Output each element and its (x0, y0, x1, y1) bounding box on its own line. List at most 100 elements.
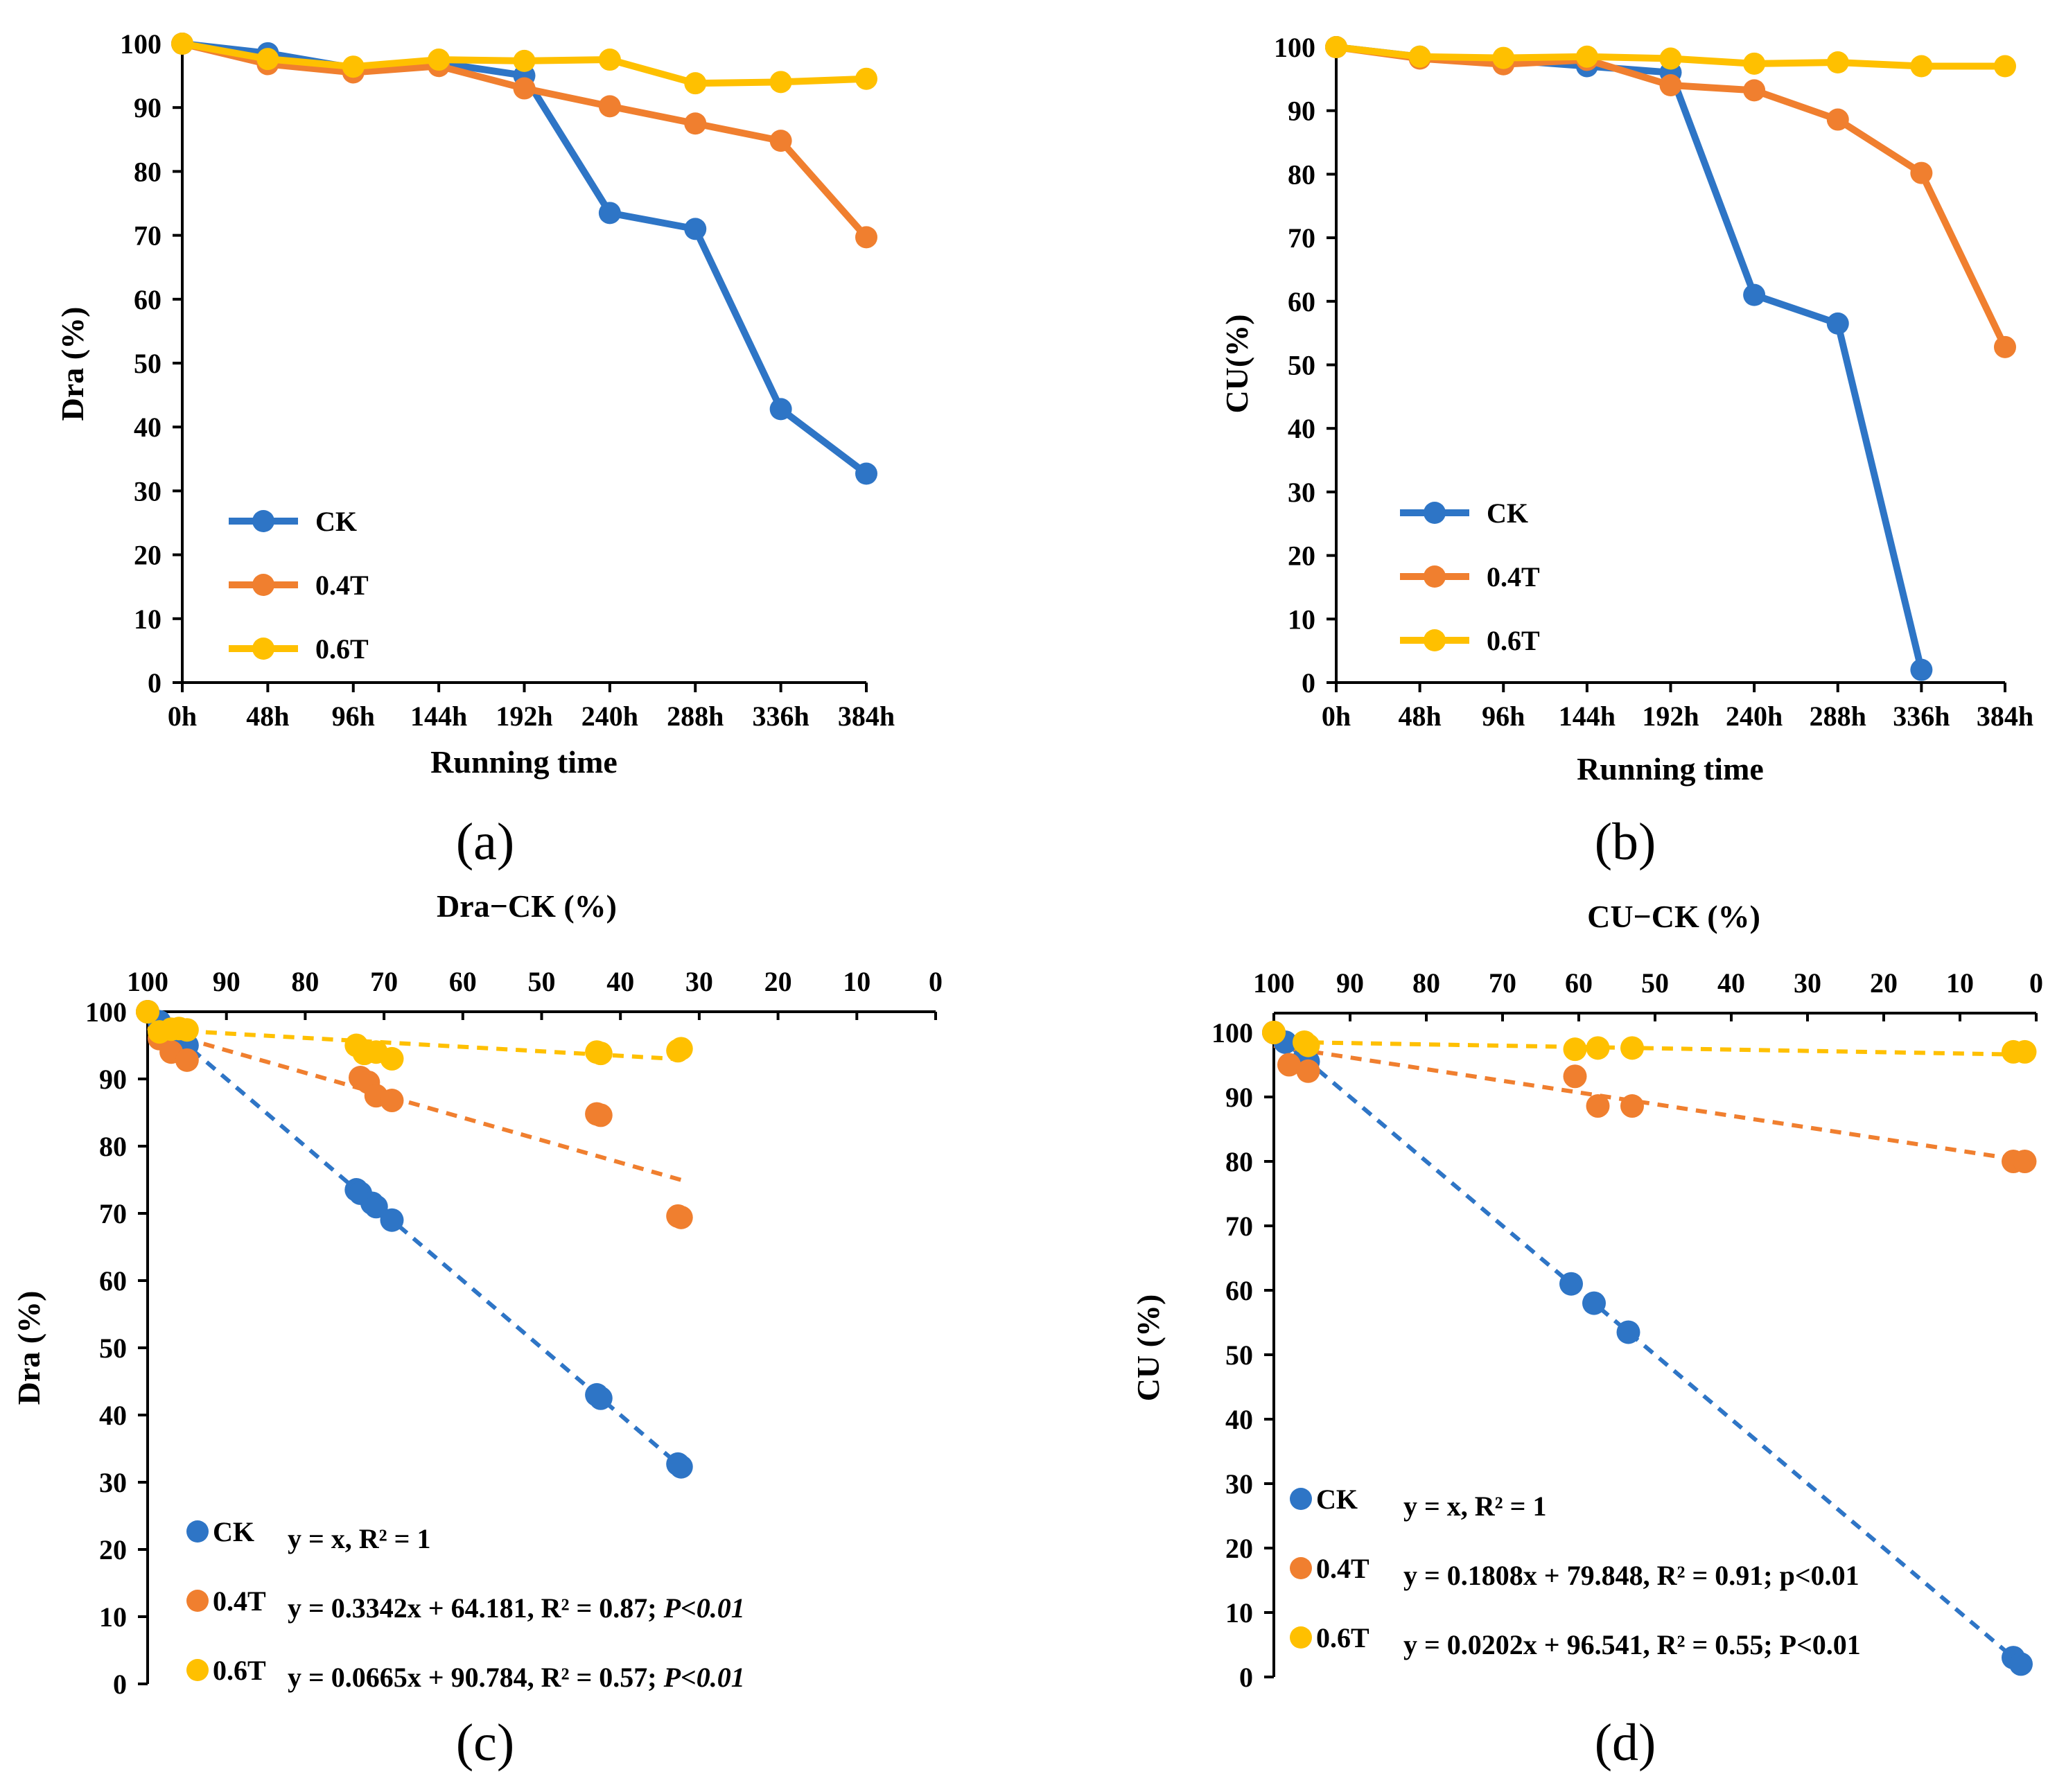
x-tick-label: 80 (291, 966, 319, 997)
legend-swatch-marker (1290, 1626, 1312, 1649)
y-tick-label: 10 (1225, 1597, 1253, 1628)
y-tick-label: 30 (99, 1467, 127, 1498)
x-axis-title: Running time (430, 744, 618, 780)
legend-label-0.4T: 0.4T (213, 1585, 266, 1617)
y-tick-label: 40 (99, 1400, 127, 1431)
data-point-0.4T (769, 130, 792, 152)
y-tick-label: 30 (134, 475, 161, 507)
x-tick-label: 60 (449, 966, 477, 997)
x-tick-label: 50 (528, 966, 556, 997)
data-point-0.4T (2013, 1150, 2037, 1173)
y-tick-label: 10 (1288, 604, 1315, 635)
x-tick-label: 288h (667, 701, 724, 732)
legend-swatch-marker (1424, 629, 1446, 651)
data-point-0.6T (684, 72, 707, 95)
x-tick-label: 288h (1810, 701, 1866, 732)
data-point-0.6T (1492, 46, 1515, 69)
y-tick-label: 30 (1288, 477, 1315, 508)
x-tick-label: 0h (168, 701, 197, 732)
equation-text: y = 0.3342x + 64.181, R² = 0.87; (288, 1592, 664, 1624)
x-tick-label: 336h (1893, 701, 1950, 732)
legend-label-0.4T: 0.4T (315, 570, 369, 601)
trendline-0.4T (1273, 1044, 2029, 1163)
y-axis-title: Dra (%) (55, 307, 90, 421)
data-point-0.4T (1826, 108, 1849, 131)
data-point-0.4T (1563, 1064, 1587, 1089)
y-tick-label: 10 (99, 1601, 127, 1633)
panel-label: (b) (1595, 813, 1656, 871)
data-point-0.6T (1296, 1033, 1320, 1057)
equation-text: y = 0.0202x + 96.541, R² = 0.55; P<0.01 (1403, 1629, 1861, 1660)
data-point-0.4T (1910, 161, 1933, 184)
data-point-CK (855, 462, 877, 485)
data-point-0.4T (1994, 335, 2016, 358)
x-axis-title: CU−CK (%) (1587, 899, 1760, 934)
y-axis-title: CU (%) (1130, 1294, 1166, 1402)
legend-label-CK: CK (1487, 498, 1528, 529)
data-point-0.4T (1296, 1059, 1320, 1083)
y-tick-label: 90 (1288, 96, 1315, 127)
data-point-0.6T (769, 71, 792, 94)
x-tick-label: 48h (1399, 701, 1442, 732)
data-point-0.6T (256, 48, 279, 71)
y-tick-label: 0 (148, 667, 161, 699)
data-point-0.6T (428, 49, 450, 71)
data-point-CK (380, 1208, 404, 1232)
y-tick-label: 20 (134, 540, 161, 571)
x-tick-label: 96h (332, 701, 375, 732)
data-point-0.6T (588, 1042, 613, 1066)
y-tick-label: 90 (1225, 1082, 1253, 1113)
y-tick-label: 80 (1288, 159, 1315, 190)
data-point-0.6T (1826, 51, 1849, 74)
x-tick-label: 70 (370, 966, 398, 997)
data-point-0.6T (1262, 1021, 1286, 1044)
x-tick-label: 20 (764, 966, 792, 997)
y-tick-label: 70 (1288, 222, 1315, 254)
legend-label-CK: CK (315, 506, 357, 537)
y-tick-label: 80 (1225, 1146, 1253, 1177)
y-tick-label: 50 (1225, 1339, 1253, 1371)
y-tick-label: 40 (1288, 413, 1315, 444)
y-tick-label: 90 (99, 1064, 127, 1095)
data-point-0.6T (669, 1037, 693, 1061)
x-tick-label: 80 (1412, 967, 1440, 999)
x-tick-label: 240h (1726, 701, 1783, 732)
data-point-CK (2009, 1652, 2033, 1676)
y-tick-label: 100 (1274, 32, 1315, 63)
y-tick-label: 60 (99, 1265, 127, 1297)
data-point-0.6T (1563, 1037, 1587, 1062)
legend-swatch-marker (1424, 502, 1446, 524)
data-point-0.6T (1586, 1036, 1610, 1060)
legend-label-CK: CK (1316, 1484, 1358, 1515)
data-point-0.4T (1277, 1053, 1301, 1077)
y-tick-label: 70 (1225, 1211, 1253, 1242)
legend-label-0.4T: 0.4T (1487, 561, 1540, 592)
data-point-0.6T (2013, 1039, 2037, 1064)
y-tick-label: 60 (134, 284, 161, 315)
data-point-CK (769, 398, 792, 421)
data-point-0.4T (1586, 1094, 1610, 1118)
data-point-0.4T (513, 77, 536, 100)
x-tick-label: 20 (1870, 967, 1898, 999)
x-tick-label: 0h (1322, 701, 1351, 732)
legend-label-0.6T: 0.6T (1487, 625, 1540, 656)
data-point-CK (669, 1455, 693, 1479)
regression-equation-CK: y = x, R² = 1 (288, 1523, 430, 1554)
x-tick-label: 30 (685, 966, 713, 997)
y-tick-label: 100 (85, 996, 127, 1028)
y-tick-label: 80 (99, 1131, 127, 1162)
data-point-0.6T (342, 55, 365, 78)
data-point-0.6T (598, 49, 621, 71)
data-point-CK (684, 218, 707, 240)
y-tick-label: 20 (99, 1534, 127, 1565)
data-point-0.6T (171, 33, 193, 55)
x-tick-label: 40 (606, 966, 634, 997)
regression-equation-0.6T: y = 0.0202x + 96.541, R² = 0.55; P<0.01 (1403, 1629, 1861, 1660)
panel-label: (c) (456, 1714, 514, 1772)
x-tick-label: 90 (213, 966, 240, 997)
x-tick-label: 96h (1482, 701, 1525, 732)
data-point-0.6T (380, 1046, 404, 1071)
equation-p-value: P<0.01 (663, 1662, 745, 1693)
equation-text: y = 0.0665x + 90.784, R² = 0.57; (288, 1662, 664, 1693)
